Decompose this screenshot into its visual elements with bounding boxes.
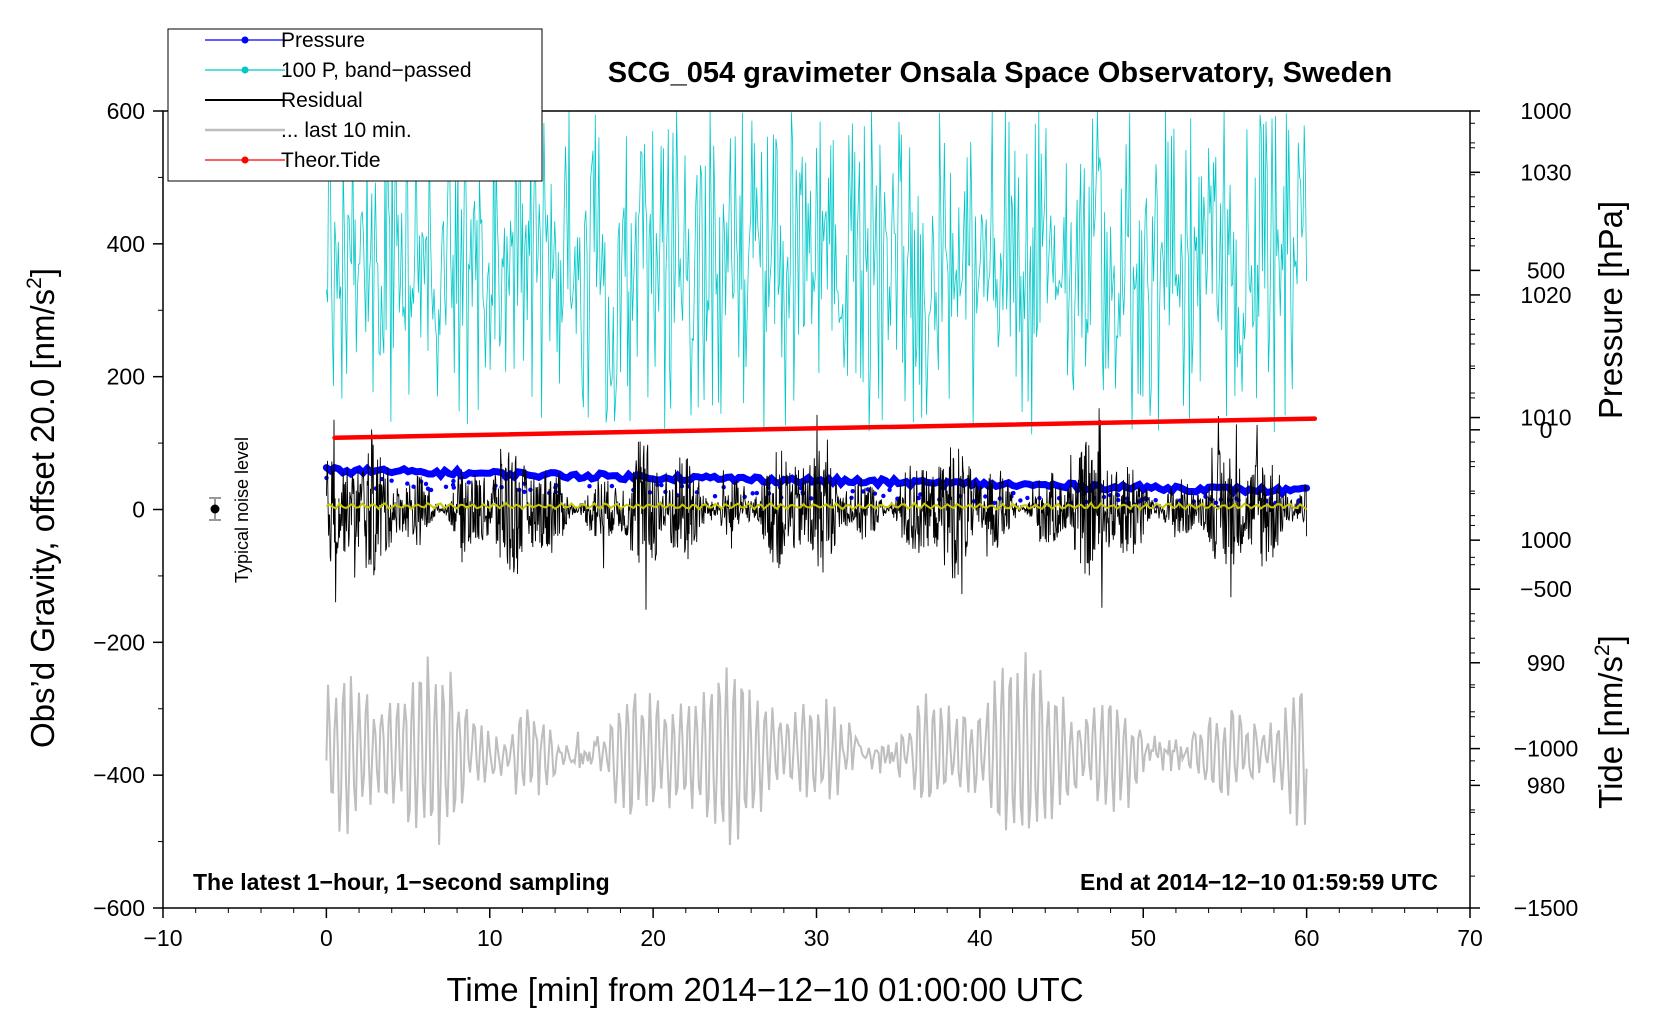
x-tick-label: −10 [143,925,182,951]
pressure-point [887,487,892,493]
tide-tick-label: 0 [1540,417,1553,443]
legend: Pressure 100 P, band−passed Residual ...… [167,28,543,182]
y-tick-label: 200 [107,364,145,390]
x-tick-label: 40 [967,925,993,951]
x-tick-label: 60 [1294,925,1320,951]
pressure-point [694,490,700,495]
pressure-point [983,494,988,499]
tide-axis-label-sup: 2 [1591,644,1614,656]
y-tick-label: 0 [132,497,145,523]
residual-line [325,408,1308,610]
pressure-point [443,484,449,489]
x-tick-label: 30 [804,925,830,951]
pressure-point [712,494,718,499]
pressure-tick-label: 1030 [1520,159,1571,185]
pressure-point [916,495,921,501]
legend-entry-tide: Theor.Tide [205,149,381,172]
x-tick-label: 20 [640,925,666,951]
pressure-point [450,482,456,488]
legend-label-bandpassed: 100 P, band−passed [281,59,472,82]
legend-box [167,28,543,182]
pressure-point [850,489,855,494]
pressure-tick-label: 1020 [1520,282,1571,308]
legend-entry-pressure: Pressure [205,29,365,52]
x-tick-label: 70 [1457,925,1483,951]
pressure-point [750,491,755,496]
pressure-point [553,485,558,490]
chart-title: SCG_054 gravimeter Onsala Space Observat… [608,57,1392,89]
pressure-point [659,482,664,488]
pressure-point [466,480,471,485]
pressure-axis-label: Pressure [hPa] [1592,201,1629,419]
tide-tick-label: −1000 [1514,736,1579,762]
legend-entry-bandpassed: 100 P, band−passed [205,59,472,82]
bandpassed-pressure-line [326,110,1307,435]
pressure-point [1018,498,1023,503]
tide-axis-label-main: Tide [nm/s [1592,656,1629,809]
legend-label-residual: Residual [281,89,363,112]
tide-tick-label: −1500 [1514,895,1579,921]
pressure-point [881,493,886,499]
legend-label-last10: ... last 10 min. [281,119,412,142]
x-tick-label: 0 [320,925,333,951]
tide-tick-label: −500 [1520,576,1572,602]
pressure-point [423,481,429,487]
y-axis-label-main: Obs’d Gravity, offset 20.0 [nm/s [24,289,61,748]
pressure-point [1025,495,1030,501]
plot-layer [322,110,1318,846]
pressure-point [451,478,456,484]
legend-marker-bandpassed [241,66,249,74]
y-axis-label-end: ] [24,268,61,277]
pressure-point [428,487,434,493]
pressure-point [1203,494,1208,499]
legend-label-tide: Theor.Tide [281,149,381,172]
noise-dot [210,504,220,514]
y-axis-label: Obs’d Gravity, offset 20.0 [nm/s2] [23,268,61,748]
y-tick-label: −200 [93,629,145,655]
noise-marker: Typical noise level [209,437,252,583]
pressure-point [861,489,866,494]
pressure-point [809,496,814,501]
legend-marker-pressure [241,36,249,44]
noise-label: Typical noise level [232,437,252,583]
y-tick-label: 400 [107,231,145,257]
pressure-point [1011,490,1016,496]
legend-entry-last10: ... last 10 min. [205,119,412,142]
tide-tick-label: 500 [1527,257,1565,283]
x-tick-label: 10 [477,925,503,951]
legend-marker-tide [241,156,249,164]
y-tick-label: 600 [107,98,145,124]
pressure-point [405,481,410,486]
pressure-point [849,495,854,500]
annotation-left: The latest 1−hour, 1−second sampling [193,869,610,895]
pressure-point [609,483,615,489]
legend-label-pressure: Pressure [281,29,365,52]
pressure-point [528,487,533,492]
pressure-tick-label: 1000 [1520,527,1571,553]
pressure-tick-label: 1010 [1520,405,1571,431]
residual-mean-line [325,501,1308,511]
tide-axis-label: Tide [nm/s2] [1591,635,1629,809]
tide-tick-label: 1000 [1520,98,1571,124]
x-tick-label: 50 [1130,925,1156,951]
pressure-point [587,484,592,489]
y-tick-label: −600 [93,895,145,921]
pressure-tick-label: 990 [1527,650,1565,676]
axes-layer: −10 0 10 20 30 40 50 60 70−600−400−2000200400600… [93,98,1578,951]
pressure-point [754,490,759,496]
pressure-point [1153,498,1158,503]
last-10-min-line [325,652,1308,846]
y-axis-label-sup: 2 [23,277,46,289]
pressure-point [992,500,997,506]
tide-line [332,416,1318,441]
pressure-point [389,478,394,483]
y-tick-label: −400 [93,762,145,788]
pressure-point [522,489,527,494]
pressure-tick-label: 980 [1527,772,1565,798]
tide-axis-label-end: ] [1592,635,1629,644]
legend-entry-residual: Residual [205,89,363,112]
annotation-right: End at 2014−12−10 01:59:59 UTC [1080,869,1438,895]
x-axis-label: Time [min] from 2014−12−10 01:00:00 UTC [446,971,1083,1008]
